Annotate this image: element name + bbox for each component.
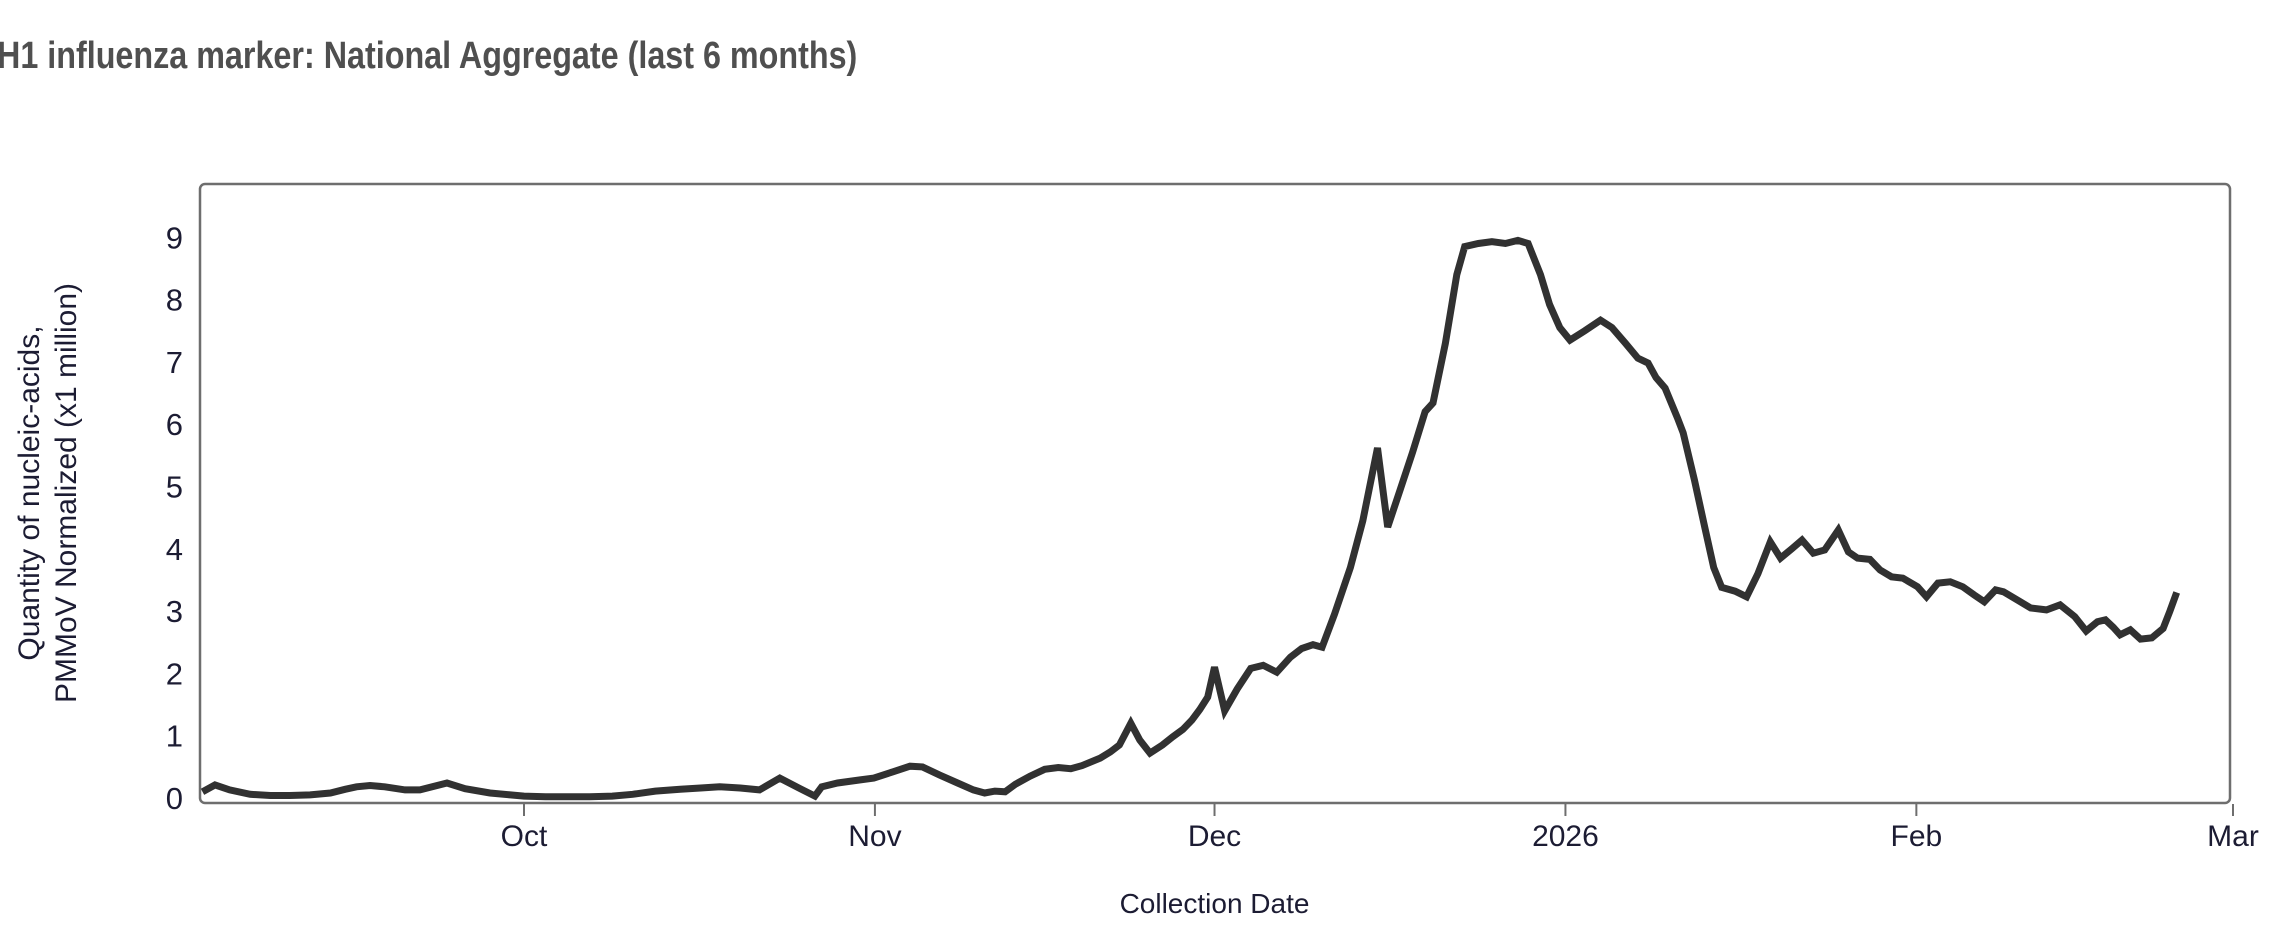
y-tick-label: 4: [166, 532, 183, 567]
y-tick-label: 2: [166, 656, 183, 691]
x-tick-label: Nov: [848, 820, 901, 853]
x-tick-label: Feb: [1891, 820, 1943, 853]
data-line: [200, 236, 2180, 801]
x-tick-label: Oct: [501, 820, 548, 853]
plot-border: [198, 182, 2232, 805]
y-tick-label: 9: [166, 220, 183, 255]
x-tick-label: Dec: [1188, 820, 1241, 853]
y-tick-label: 0: [166, 781, 183, 816]
chart-title: H1 influenza marker: National Aggregate …: [0, 35, 858, 77]
x-tick-label: Mar: [2207, 820, 2259, 853]
y-tick-label: 3: [166, 594, 183, 629]
y-tick-label: 5: [166, 470, 183, 505]
y-tick-label: 6: [166, 407, 183, 442]
x-tick-label: 2026: [1532, 820, 1599, 853]
x-axis-title: Collection Date: [1119, 888, 1310, 919]
y-tick-label: 1: [166, 719, 183, 754]
y-tick-label: 8: [166, 283, 183, 318]
y-tick-label: 7: [166, 345, 183, 380]
